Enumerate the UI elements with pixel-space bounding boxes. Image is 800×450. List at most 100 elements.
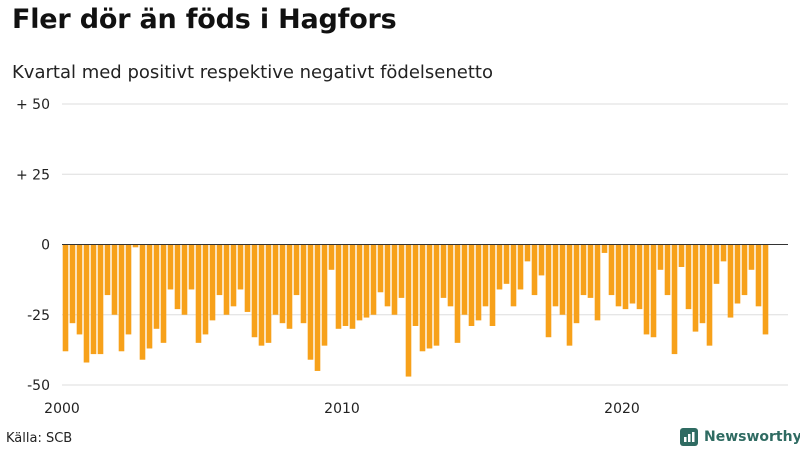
- x-tick-label: 2010: [324, 401, 360, 417]
- bar: [713, 244, 720, 284]
- newsworthy-logo-icon: [680, 428, 698, 446]
- bar: [181, 244, 188, 315]
- bar: [132, 244, 139, 248]
- x-tick-label: 2020: [604, 401, 640, 417]
- y-tick-label: + 25: [16, 167, 50, 183]
- bar: [223, 244, 230, 315]
- bar: [741, 244, 748, 296]
- bar: [405, 244, 412, 377]
- bar: [755, 244, 762, 307]
- bar: [622, 244, 629, 310]
- bar: [230, 244, 237, 307]
- bar: [244, 244, 251, 312]
- bar: [545, 244, 552, 338]
- bar: [510, 244, 517, 307]
- chart-title: Fler dör än föds i Hagfors: [12, 4, 397, 35]
- bar: [496, 244, 503, 290]
- bar: [650, 244, 657, 338]
- bar: [440, 244, 447, 298]
- bar: [426, 244, 433, 349]
- bar: [580, 244, 587, 296]
- bar: [594, 244, 601, 321]
- bar: [349, 244, 356, 329]
- bar: [587, 244, 594, 298]
- bar: [475, 244, 482, 321]
- bar: [104, 244, 111, 296]
- bar: [118, 244, 125, 352]
- bar: [62, 244, 69, 352]
- bar: [272, 244, 279, 315]
- newsworthy-logo: Newsworthy: [680, 428, 800, 446]
- bar: [265, 244, 272, 343]
- bar: [307, 244, 314, 360]
- bar: [601, 244, 608, 253]
- bar: [419, 244, 426, 352]
- bar: [692, 244, 699, 332]
- bar: [657, 244, 664, 270]
- bar: [174, 244, 181, 310]
- bar: [671, 244, 678, 355]
- bar: [279, 244, 286, 324]
- bar: [370, 244, 377, 315]
- x-tick-label: 2000: [44, 401, 80, 417]
- bar: [762, 244, 769, 335]
- bar: [503, 244, 510, 284]
- bar: [300, 244, 307, 324]
- bar: [706, 244, 713, 346]
- bar: [314, 244, 321, 371]
- bar: [342, 244, 349, 326]
- bar: [209, 244, 216, 321]
- bar: [286, 244, 293, 329]
- bar: [412, 244, 419, 326]
- bar: [608, 244, 615, 296]
- bar: [328, 244, 335, 270]
- bar: [384, 244, 391, 307]
- bar: [615, 244, 622, 307]
- bar: [258, 244, 265, 346]
- bar: [552, 244, 559, 307]
- bar: [433, 244, 440, 346]
- bar: [202, 244, 209, 335]
- bar: [524, 244, 531, 262]
- bar: [195, 244, 202, 343]
- bar: [69, 244, 76, 324]
- bar: [146, 244, 153, 349]
- bar: [685, 244, 692, 310]
- bar: [188, 244, 195, 290]
- bar: [720, 244, 727, 262]
- bar: [391, 244, 398, 315]
- y-tick-label: + 50: [16, 97, 50, 113]
- bar: [139, 244, 146, 360]
- bar: [237, 244, 244, 290]
- bar: [636, 244, 643, 310]
- y-tick-label: -50: [27, 378, 50, 394]
- bar: [643, 244, 650, 335]
- chart-subtitle: Kvartal med positivt respektive negativt…: [12, 62, 493, 83]
- y-tick-label: 0: [41, 238, 50, 254]
- bar: [90, 244, 97, 355]
- source-label: Källa: SCB: [6, 431, 73, 446]
- bar: [377, 244, 384, 293]
- bar: [153, 244, 160, 329]
- bar: [160, 244, 167, 343]
- newsworthy-logo-text: Newsworthy: [704, 429, 800, 445]
- bar: [216, 244, 223, 296]
- bar: [97, 244, 104, 355]
- bar: [321, 244, 328, 346]
- bar: [293, 244, 300, 296]
- bar: [447, 244, 454, 307]
- bar: [629, 244, 636, 304]
- bar: [83, 244, 90, 363]
- bar: [538, 244, 545, 276]
- bar: [398, 244, 405, 298]
- bar: [664, 244, 671, 296]
- bar: [559, 244, 566, 315]
- y-tick-label: -25: [27, 308, 50, 324]
- bar: [125, 244, 132, 335]
- bar: [748, 244, 755, 270]
- bar: [734, 244, 741, 304]
- bar: [111, 244, 118, 315]
- bar: [727, 244, 734, 318]
- bar: [699, 244, 706, 324]
